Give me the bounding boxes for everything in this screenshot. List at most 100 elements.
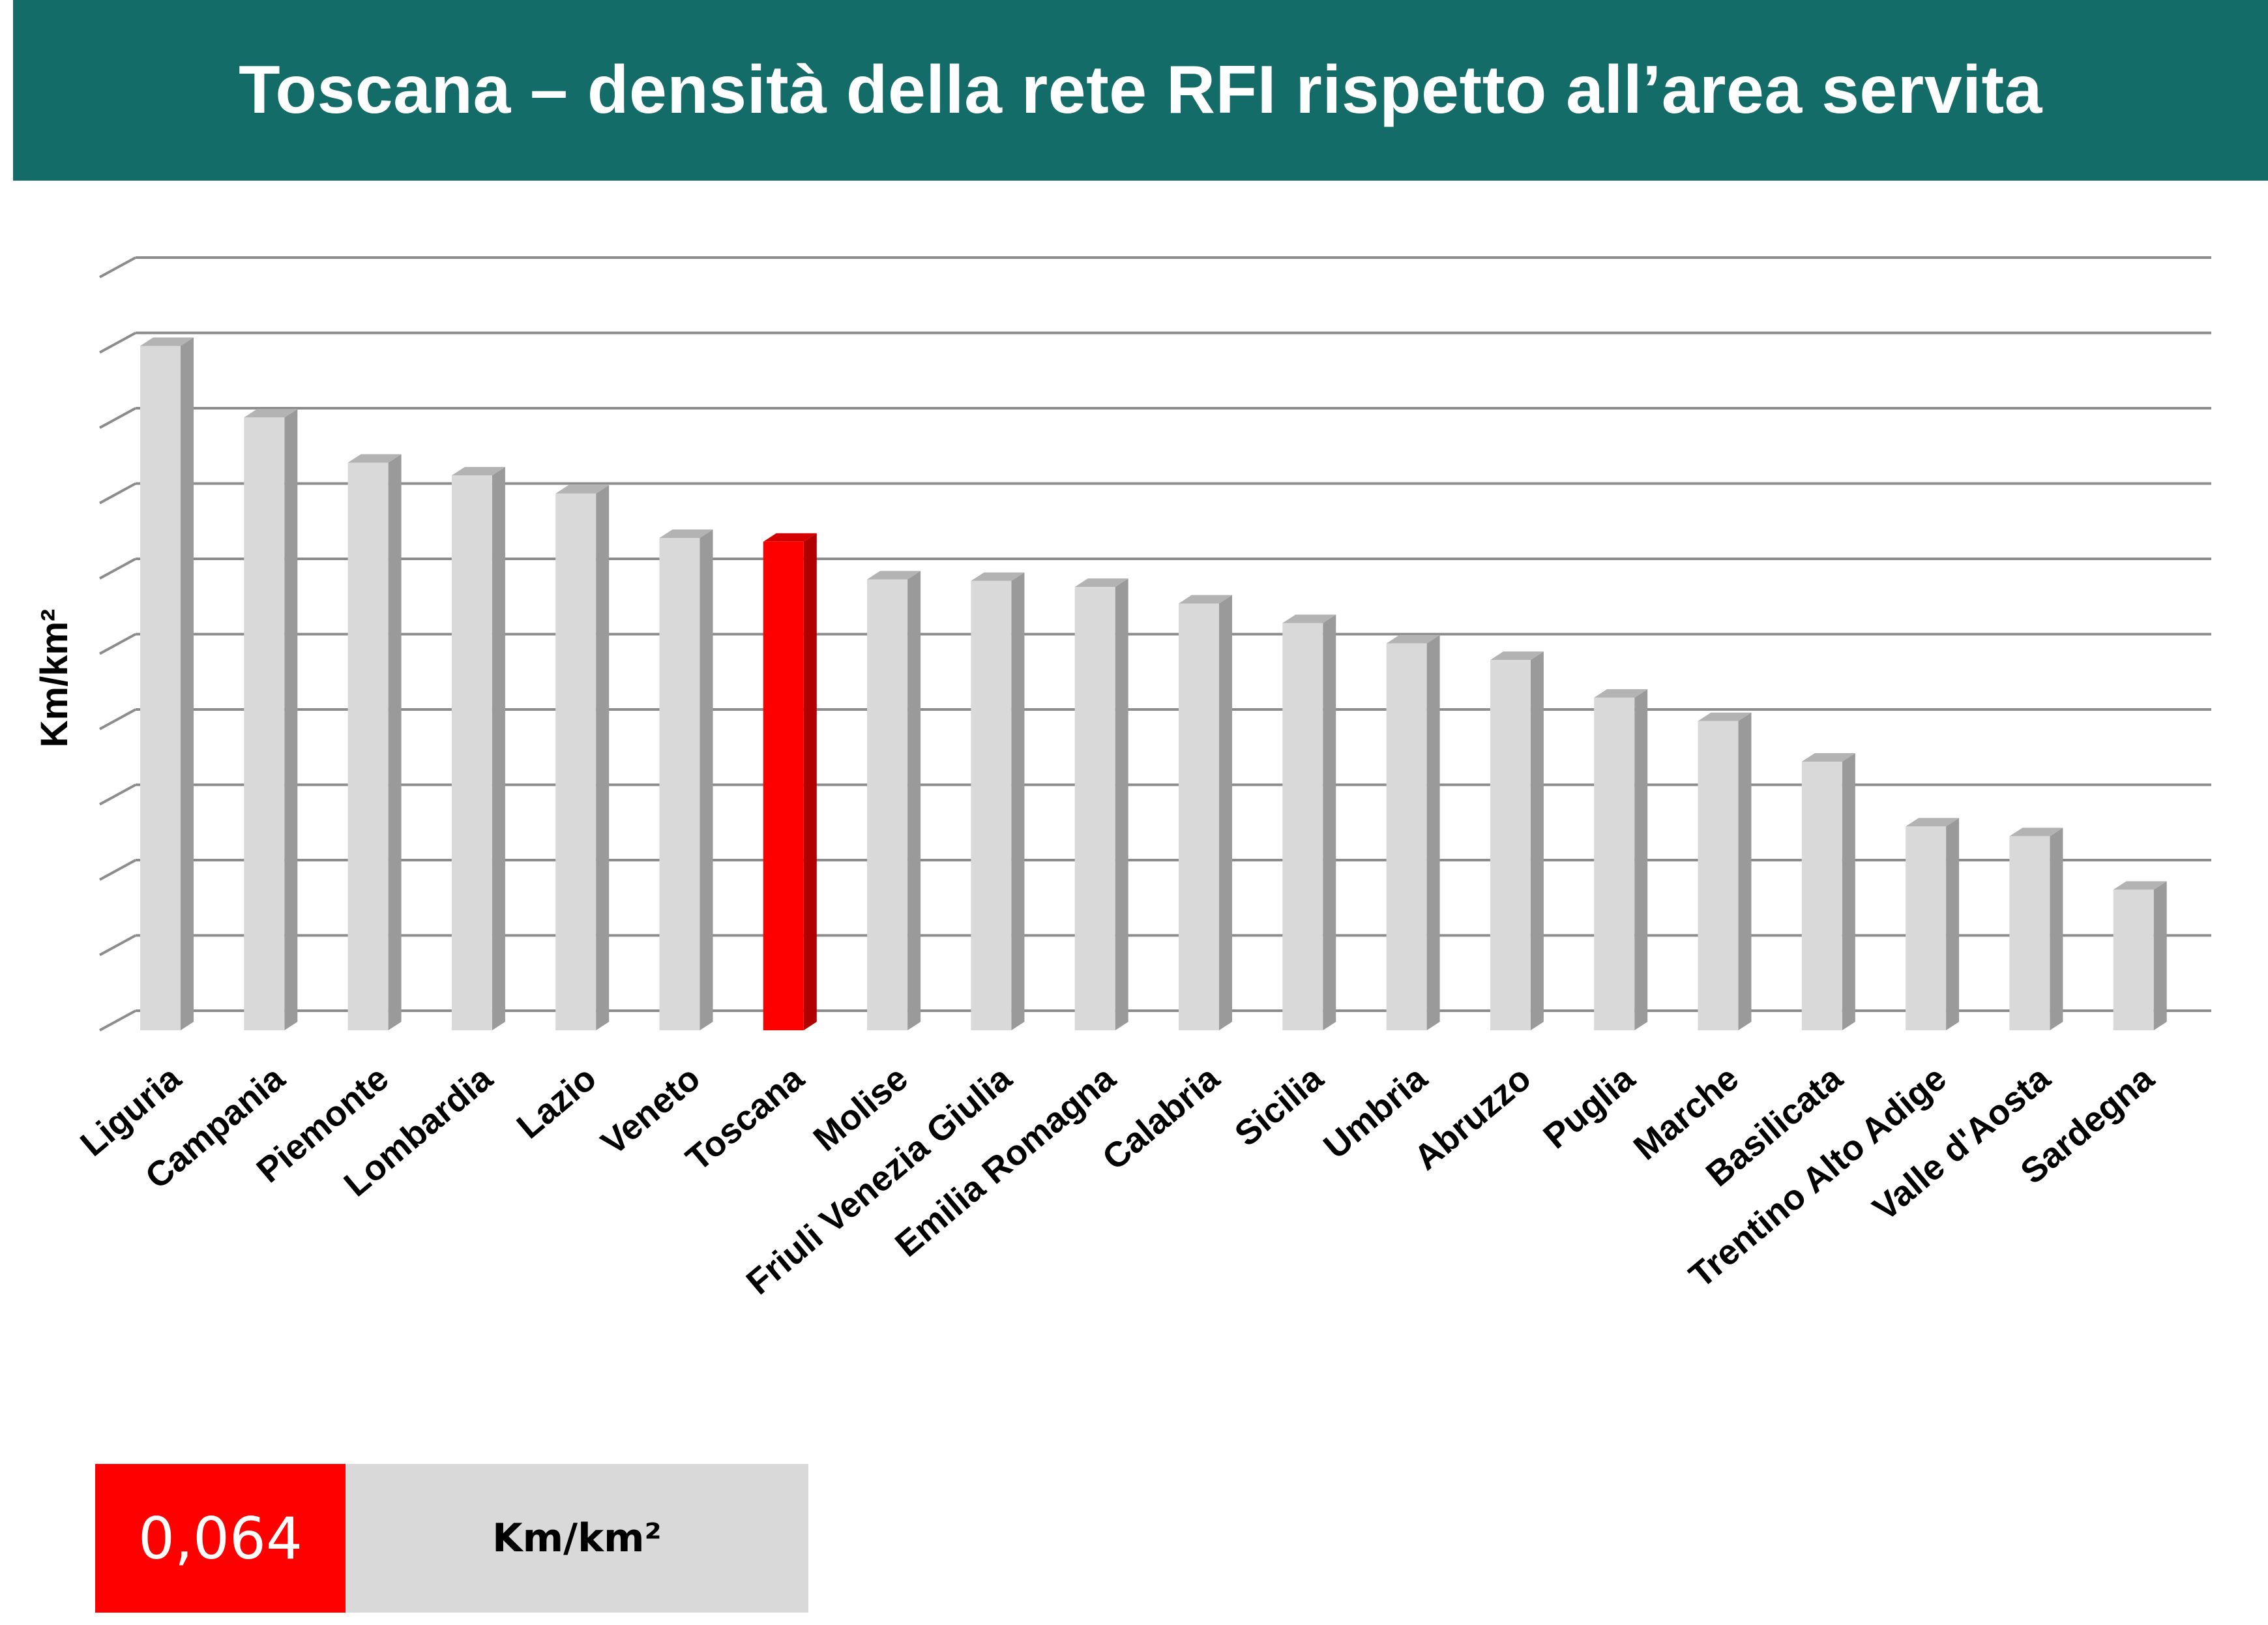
- bar-top: [1179, 595, 1232, 604]
- bar-top: [1282, 614, 1336, 623]
- bar-side: [1738, 712, 1752, 1030]
- x-tick-label: Valle d'Aosta: [1866, 1058, 2058, 1229]
- gridline-depth: [99, 331, 136, 354]
- bar-campania: [244, 409, 298, 1030]
- bar-top: [971, 572, 1025, 581]
- gridline-depth: [99, 558, 136, 580]
- bar-trentino-alto-adige: [1906, 818, 1960, 1030]
- bar-front: [140, 346, 181, 1030]
- bar-front: [347, 462, 389, 1030]
- bar-side: [181, 337, 194, 1030]
- x-tick-label: Sicilia: [1228, 1058, 1331, 1154]
- bar-front: [1074, 587, 1115, 1030]
- bar-top: [244, 409, 298, 418]
- bar-front: [451, 475, 492, 1030]
- x-tick-label: Toscana: [679, 1058, 812, 1179]
- bar-side: [1011, 572, 1025, 1030]
- bar-side: [1115, 578, 1128, 1030]
- bar-top: [1801, 753, 1855, 762]
- bar-valle-d-aosta: [2009, 827, 2063, 1030]
- gridline-depth: [99, 783, 136, 806]
- chart-title: Toscana – densità della rete RFI rispett…: [239, 52, 2042, 128]
- bar-top: [2113, 881, 2167, 890]
- bar-side: [1634, 689, 1648, 1030]
- bar-emilia-romagna: [1074, 578, 1128, 1030]
- x-tick-label: Puglia: [1536, 1058, 1642, 1157]
- bar-front: [971, 580, 1012, 1030]
- bar-front: [2113, 889, 2154, 1030]
- bar-top: [1698, 712, 1752, 721]
- bar-side: [907, 571, 921, 1030]
- gridline-depth: [99, 407, 136, 429]
- bar-side: [388, 454, 402, 1030]
- bar-top: [1906, 818, 1960, 827]
- bar-top: [555, 485, 610, 494]
- bar-front: [1698, 721, 1739, 1030]
- bar-front: [244, 417, 285, 1030]
- bar-side: [700, 529, 713, 1030]
- gridline-depth: [99, 482, 136, 505]
- bar-front: [867, 579, 908, 1030]
- bar-top: [2009, 827, 2063, 837]
- bar-side: [803, 533, 817, 1030]
- bar-side: [1530, 651, 1544, 1030]
- bar-front: [1490, 660, 1531, 1030]
- gridline-depth: [99, 256, 136, 278]
- bar-side: [1946, 818, 1960, 1030]
- summary-value-box: 0,064 Km/km²: [95, 1464, 808, 1613]
- bar-top: [1386, 634, 1440, 644]
- bar-side: [1426, 634, 1440, 1030]
- bars: [140, 337, 2167, 1030]
- bar-molise: [867, 571, 921, 1030]
- bar-side: [1219, 595, 1232, 1030]
- gridline-depth: [99, 633, 136, 655]
- title-bar: Toscana – densità della rete RFI rispett…: [13, 0, 2268, 181]
- bar-friuli-venezia-giulia: [971, 572, 1025, 1030]
- bar-side: [284, 409, 298, 1030]
- bar-top: [659, 529, 713, 539]
- bar-front: [1906, 826, 1947, 1030]
- bar-top: [1074, 578, 1128, 588]
- x-tick-label: Lazio: [510, 1058, 604, 1146]
- bar-top: [140, 337, 194, 346]
- bar-front: [763, 541, 804, 1030]
- gridline-depth: [99, 708, 136, 730]
- bar-front: [555, 493, 596, 1030]
- bar-liguria: [140, 337, 194, 1030]
- bar-top: [1594, 689, 1648, 698]
- y-axis-label: Km/km²: [33, 609, 76, 748]
- bar-marche: [1698, 712, 1752, 1030]
- bar-side: [1323, 614, 1336, 1030]
- x-tick-label: Abruzzo: [1407, 1058, 1539, 1178]
- bar-puglia: [1594, 689, 1648, 1030]
- bar-front: [1282, 623, 1323, 1030]
- bar-top: [1490, 651, 1544, 661]
- bar-abruzzo: [1490, 651, 1544, 1030]
- gridline-depth: [99, 1009, 136, 1032]
- bar-front: [2009, 836, 2050, 1030]
- gridline-depth: [99, 859, 136, 881]
- summary-value: 0,064: [95, 1464, 346, 1613]
- bar-top: [763, 533, 817, 542]
- bar-side: [2050, 827, 2063, 1030]
- bar-side: [596, 485, 610, 1030]
- bar-top: [451, 467, 505, 476]
- bar-side: [492, 467, 505, 1030]
- bar-front: [1801, 762, 1842, 1030]
- bar-front: [1179, 603, 1219, 1030]
- bar-calabria: [1179, 595, 1232, 1030]
- gridline-depth: [99, 934, 136, 957]
- bar-top: [347, 454, 402, 463]
- bar-umbria: [1386, 634, 1440, 1030]
- bar-front: [1386, 643, 1427, 1030]
- bar-side: [2153, 881, 2167, 1030]
- x-tick-label: Calabria: [1095, 1058, 1228, 1178]
- bar-lazio: [555, 485, 610, 1030]
- bar-toscana: [763, 533, 817, 1030]
- bar-sardegna: [2113, 881, 2167, 1030]
- bar-veneto: [659, 529, 713, 1030]
- bar-piemonte: [347, 454, 402, 1030]
- gridlines: [99, 256, 2211, 1032]
